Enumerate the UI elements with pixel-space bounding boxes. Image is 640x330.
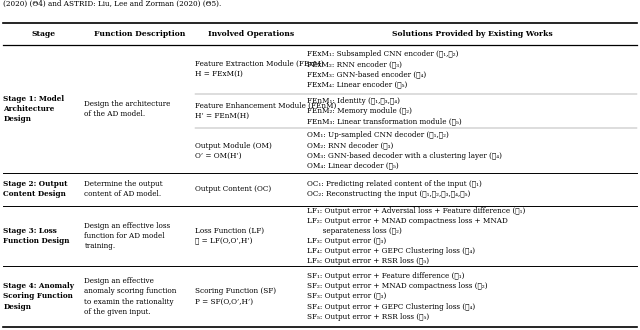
- Text: (2020) (Θ4) and ASTRID: Liu, Lee and Zorman (2020) (Θ5).: (2020) (Θ4) and ASTRID: Liu, Lee and Zor…: [3, 0, 221, 8]
- Text: Function Description: Function Description: [94, 30, 186, 38]
- Text: Output Content (OC): Output Content (OC): [195, 185, 271, 193]
- Text: Stage 2: Output
Content Design: Stage 2: Output Content Design: [3, 180, 68, 198]
- Text: Stage: Stage: [32, 30, 56, 38]
- Text: Design an effective loss
function for AD model
training.: Design an effective loss function for AD…: [84, 222, 171, 250]
- Text: Output Module (OM)
O’ = OM(H’): Output Module (OM) O’ = OM(H’): [195, 142, 272, 160]
- Text: Feature Enhancement Module (FEnM)
H’ = FEnM(H): Feature Enhancement Module (FEnM) H’ = F…: [195, 102, 337, 120]
- Text: Determine the output
content of AD model.: Determine the output content of AD model…: [84, 180, 163, 198]
- Text: Design the architecture
of the AD model.: Design the architecture of the AD model.: [84, 100, 171, 118]
- Text: FEnM₁: Identity (Ａ₁,Ａ₃,Ａ₄)
FEnM₂: Memory module (Ａ₂)
FEnM₃: Linear transformatio: FEnM₁: Identity (Ａ₁,Ａ₃,Ａ₄) FEnM₂: Memory…: [307, 97, 462, 125]
- Text: LF₁: Output error + Adversial loss + Feature difference (Ａ₁)
LF₂: Output error +: LF₁: Output error + Adversial loss + Fea…: [307, 207, 525, 265]
- Text: Solutions Provided by Existing Works: Solutions Provided by Existing Works: [392, 30, 552, 38]
- Text: Stage 1: Model
Architecture
Design: Stage 1: Model Architecture Design: [3, 94, 65, 123]
- Text: Involved Operations: Involved Operations: [208, 30, 294, 38]
- Text: Stage 4: Anomaly
Scoring Function
Design: Stage 4: Anomaly Scoring Function Design: [3, 282, 74, 311]
- Text: FExM₁: Subsampled CNN encoder (Ａ₁,Ａ₂)
FExM₂: RNN encoder (Ａ₃)
FExM₃: GNN-based e: FExM₁: Subsampled CNN encoder (Ａ₁,Ａ₂) FE…: [307, 50, 459, 88]
- Text: Loss Function (LF)
ℒ = LF(O,O’,H’): Loss Function (LF) ℒ = LF(O,O’,H’): [195, 227, 264, 245]
- Text: Design an effective
anomaly scoring function
to examin the rationality
of the gi: Design an effective anomaly scoring func…: [84, 277, 177, 315]
- Text: Stage 3: Loss
Function Design: Stage 3: Loss Function Design: [3, 227, 70, 245]
- Text: OC₁: Predicting related content of the input (Ａ₁)
OC₂: Reconstructing the input : OC₁: Predicting related content of the i…: [307, 180, 482, 198]
- Text: SF₁: Output error + Feature difference (Ａ₁)
SF₂: Output error + MNAD compactness: SF₁: Output error + Feature difference (…: [307, 272, 488, 321]
- Text: OM₁: Up-sampled CNN decoder (Ａ₁,Ａ₂)
OM₂: RNN decoder (Ａ₃)
OM₃: GNN-based decoder: OM₁: Up-sampled CNN decoder (Ａ₁,Ａ₂) OM₂:…: [307, 131, 502, 170]
- Text: Feature Extraction Module (FExM)
H = FExM(I): Feature Extraction Module (FExM) H = FEx…: [195, 60, 324, 78]
- Text: Scoring Function (SF)
P = SF(O,O’,H’): Scoring Function (SF) P = SF(O,O’,H’): [195, 287, 276, 306]
